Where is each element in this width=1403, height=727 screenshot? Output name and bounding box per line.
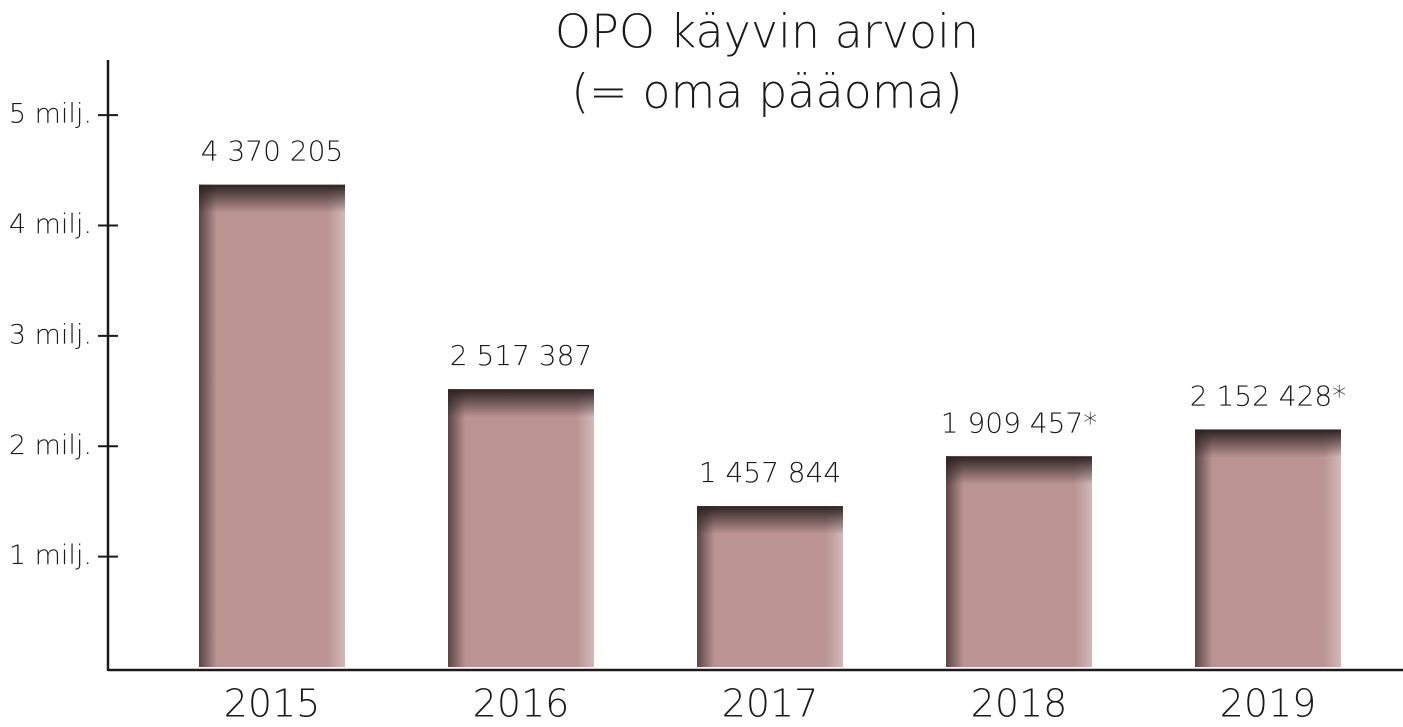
bar-top-shade xyxy=(697,506,843,535)
value-label: 1 909 457* xyxy=(941,406,1098,439)
bar-side-shade xyxy=(448,389,594,667)
bar-side-shade xyxy=(946,456,1092,667)
bar-top-shade xyxy=(448,389,594,418)
x-tick-label: 2018 xyxy=(971,682,1068,726)
value-label: 2 152 428* xyxy=(1190,379,1347,412)
bar-side-shade xyxy=(1195,429,1341,667)
y-tick-label: 1 milj. xyxy=(9,540,92,571)
bar-top-shade xyxy=(946,456,1092,485)
value-label: 2 517 387 xyxy=(450,339,593,372)
value-label: 1 457 844 xyxy=(699,456,842,489)
x-tick-label: 2016 xyxy=(473,682,570,726)
y-tick-label: 3 milj. xyxy=(9,319,92,350)
chart-subtitle: (= oma pääoma) xyxy=(571,65,963,119)
x-tick-label: 2019 xyxy=(1220,682,1317,726)
chart-title: OPO käyvin arvoin xyxy=(555,5,979,59)
x-tick-label: 2015 xyxy=(224,682,321,726)
y-tick-label: 5 milj. xyxy=(9,99,92,130)
bar-top-shade xyxy=(1195,429,1341,458)
x-tick-label: 2017 xyxy=(722,682,819,726)
value-label: 4 370 205 xyxy=(201,135,344,168)
y-tick-label: 4 milj. xyxy=(9,209,92,240)
bar-side-shade xyxy=(199,184,345,667)
bar-top-shade xyxy=(199,184,345,213)
y-tick-label: 2 milj. xyxy=(9,430,92,461)
